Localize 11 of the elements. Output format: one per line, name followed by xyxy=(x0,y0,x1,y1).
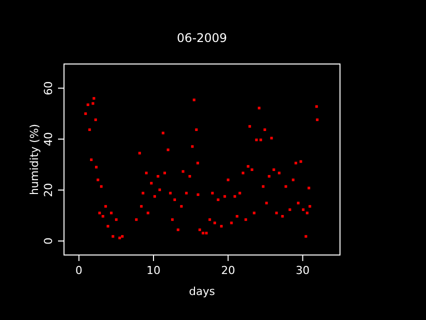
y-axis-title: humidity (%) xyxy=(28,124,41,196)
x-tick-label: 0 xyxy=(75,264,82,277)
y-tick-label: 60 xyxy=(42,81,55,96)
x-axis-title: days xyxy=(189,285,216,298)
x-tick-label: 20 xyxy=(221,264,236,277)
x-tick-label: 10 xyxy=(146,264,161,277)
y-tick-label: 20 xyxy=(42,183,55,198)
chart-title: 06-2009 xyxy=(176,31,228,45)
y-tick-label: 0 xyxy=(42,237,55,244)
x-tick-label: 30 xyxy=(296,264,310,277)
y-tick-label: 40 xyxy=(42,132,55,146)
